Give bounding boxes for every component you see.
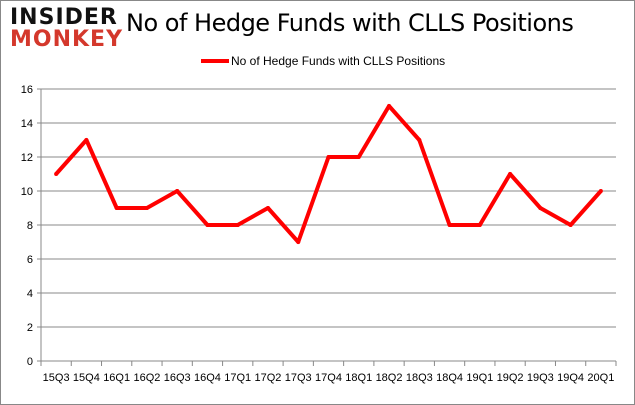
y-tick-label: 6 bbox=[27, 254, 33, 266]
y-tick-label: 10 bbox=[21, 186, 33, 198]
x-tick-label: 18Q3 bbox=[406, 372, 433, 384]
data-point bbox=[205, 223, 210, 227]
x-tick-label: 19Q3 bbox=[527, 372, 554, 384]
y-tick-label: 12 bbox=[21, 152, 33, 164]
data-point bbox=[508, 172, 513, 176]
y-tick-label: 2 bbox=[27, 322, 33, 334]
insider-monkey-logo: INSIDER MONKEY bbox=[10, 5, 124, 52]
x-tick-label: 16Q3 bbox=[164, 372, 191, 384]
data-point bbox=[447, 223, 452, 227]
data-point bbox=[235, 223, 240, 227]
x-tick-label: 18Q4 bbox=[436, 372, 463, 384]
x-tick-label: 17Q4 bbox=[315, 372, 342, 384]
data-point bbox=[144, 206, 149, 210]
x-tick-label: 19Q4 bbox=[557, 372, 584, 384]
legend-label: No of Hedge Funds with CLLS Positions bbox=[231, 54, 446, 68]
data-point bbox=[568, 223, 573, 227]
y-tick-label: 0 bbox=[27, 356, 33, 368]
data-point bbox=[598, 189, 603, 193]
data-point bbox=[538, 206, 543, 210]
x-tick-label: 16Q4 bbox=[194, 372, 221, 384]
x-tick-label: 15Q3 bbox=[43, 372, 70, 384]
y-tick-label: 4 bbox=[27, 288, 33, 300]
x-tick-label: 18Q2 bbox=[376, 372, 403, 384]
data-point bbox=[417, 138, 422, 142]
x-tick-label: 17Q2 bbox=[255, 372, 282, 384]
data-point bbox=[296, 240, 301, 244]
data-point bbox=[326, 155, 331, 159]
data-point bbox=[477, 223, 482, 227]
logo-line2: MONKEY bbox=[10, 27, 124, 52]
y-tick-label: 14 bbox=[21, 118, 33, 130]
legend-swatch bbox=[201, 59, 229, 63]
x-tick-label: 20Q1 bbox=[587, 372, 614, 384]
data-point bbox=[387, 104, 392, 108]
data-point bbox=[265, 206, 270, 210]
data-point bbox=[84, 138, 89, 142]
data-point bbox=[175, 189, 180, 193]
x-tick-label: 17Q1 bbox=[224, 372, 251, 384]
x-tick-label: 16Q1 bbox=[103, 372, 130, 384]
chart-title: No of Hedge Funds with CLLS Positions bbox=[126, 9, 574, 37]
x-tick-label: 16Q2 bbox=[133, 372, 160, 384]
data-point bbox=[356, 155, 361, 159]
legend: No of Hedge Funds with CLLS Positions bbox=[201, 54, 445, 68]
x-tick-label: 19Q1 bbox=[466, 372, 493, 384]
logo-line1: INSIDER bbox=[10, 5, 118, 30]
x-tick-label: 18Q1 bbox=[345, 372, 372, 384]
x-tick-label: 19Q2 bbox=[497, 372, 524, 384]
x-tick-label: 15Q4 bbox=[73, 372, 100, 384]
data-point bbox=[114, 206, 119, 210]
y-tick-label: 8 bbox=[27, 220, 33, 232]
series-line bbox=[54, 104, 603, 244]
y-tick-label: 16 bbox=[21, 84, 33, 96]
data-point bbox=[54, 172, 59, 176]
x-tick-label: 17Q3 bbox=[285, 372, 312, 384]
